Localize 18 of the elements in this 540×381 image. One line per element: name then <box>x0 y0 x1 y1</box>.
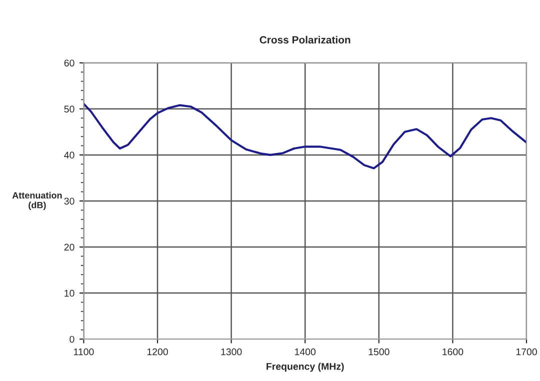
x-tick-label: 1300 <box>221 348 242 356</box>
chart-title: Cross Polarization <box>260 36 350 44</box>
y-tick-label: 30 <box>64 198 74 205</box>
x-tick-label: 1600 <box>442 348 464 356</box>
line-series <box>84 102 526 170</box>
x-tick-label: 1500 <box>368 348 390 356</box>
y-axis-title: Attenuation (dB) <box>12 192 62 210</box>
y-tick-label: 0 <box>70 336 74 343</box>
y-tick-label: 60 <box>64 60 74 66</box>
x-tick-label: 1400 <box>295 348 316 356</box>
x-axis-title: Frequency (MHz) <box>266 362 344 372</box>
y-tick-label: 50 <box>64 106 74 113</box>
x-tick-label: 1200 <box>147 348 168 356</box>
x-tick-label: 1100 <box>74 348 94 356</box>
y-tick-label: 10 <box>64 290 74 297</box>
y-tick-label: 40 <box>64 152 74 159</box>
x-tick-label: 1700 <box>516 348 537 356</box>
y-tick-label: 20 <box>64 244 74 251</box>
